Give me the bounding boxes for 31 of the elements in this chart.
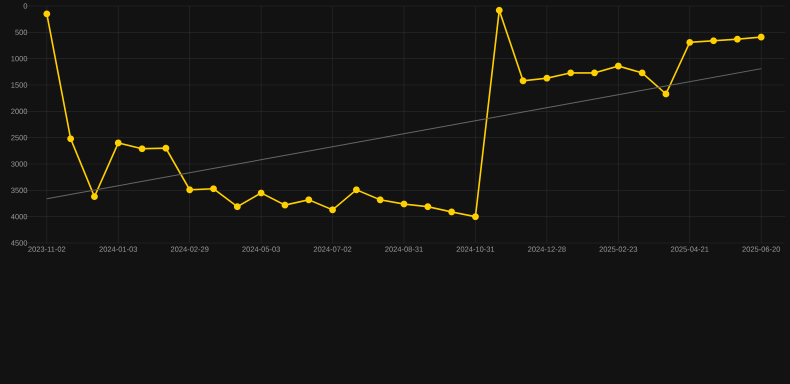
point bbox=[376, 196, 384, 204]
point bbox=[567, 69, 574, 76]
point bbox=[662, 90, 670, 98]
point bbox=[43, 10, 50, 18]
point bbox=[258, 190, 265, 196]
point bbox=[496, 6, 503, 14]
point bbox=[686, 38, 694, 46]
point bbox=[520, 77, 526, 84]
point bbox=[638, 69, 646, 76]
point bbox=[710, 37, 717, 44]
point bbox=[162, 144, 170, 152]
point bbox=[448, 208, 456, 216]
point bbox=[186, 186, 194, 194]
point bbox=[234, 203, 241, 210]
point bbox=[614, 62, 622, 70]
point bbox=[591, 69, 598, 76]
point bbox=[472, 213, 479, 220]
point bbox=[114, 140, 122, 146]
point bbox=[734, 36, 741, 43]
point bbox=[424, 203, 432, 210]
point bbox=[758, 34, 765, 40]
point bbox=[282, 202, 288, 208]
point bbox=[543, 74, 550, 82]
point bbox=[305, 196, 312, 204]
point bbox=[138, 145, 146, 152]
point bbox=[400, 200, 408, 208]
point bbox=[329, 206, 336, 214]
point bbox=[67, 135, 74, 142]
point bbox=[210, 185, 217, 192]
point bbox=[352, 186, 360, 194]
point bbox=[91, 193, 98, 200]
